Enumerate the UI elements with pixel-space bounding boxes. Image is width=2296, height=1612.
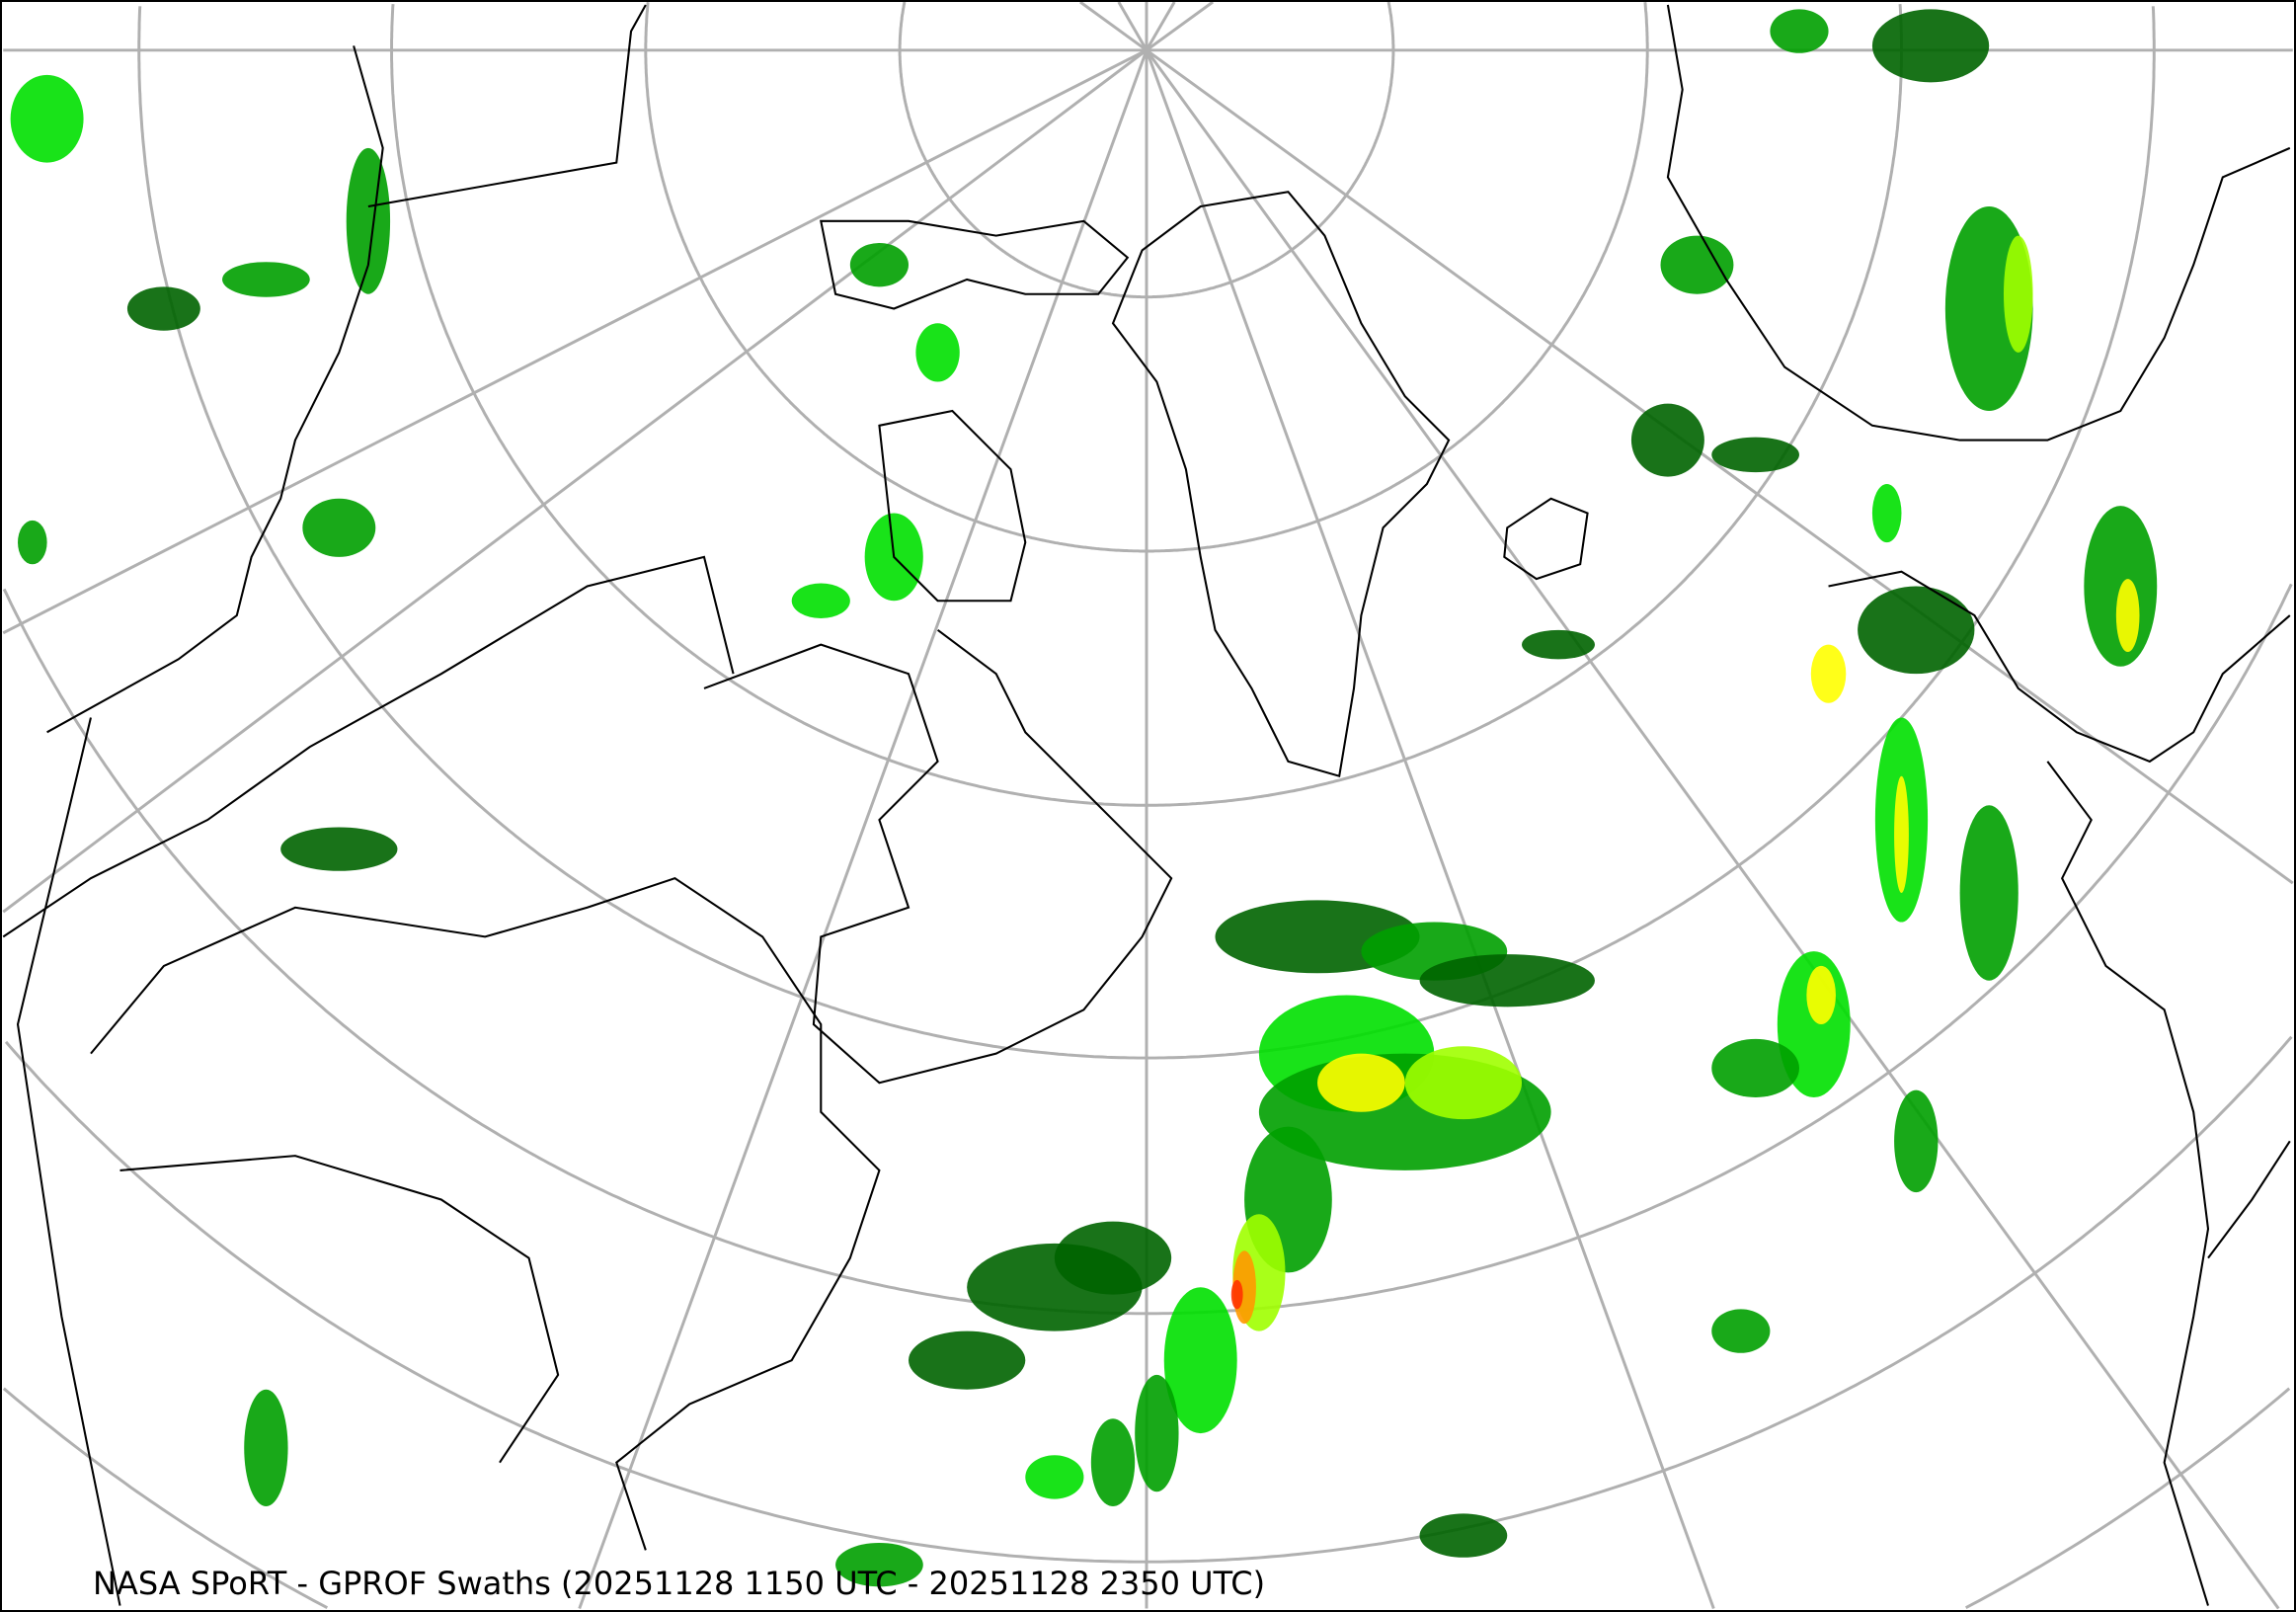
parallel-line: [1147, 2, 1649, 553]
coastline: [878, 409, 1027, 603]
parallel-line: [390, 3, 1148, 807]
coastline: [367, 4, 647, 208]
precip-swath: [1135, 1374, 1179, 1492]
meridian-line: [1146, 48, 2294, 885]
meridian-line: [1146, 2, 1215, 51]
precip-swath: [222, 262, 310, 297]
coastline: [46, 45, 384, 734]
precip-swath: [1871, 9, 1990, 83]
meridian-line: [1117, 2, 1148, 51]
coastline: [820, 219, 1130, 310]
parallel-line: [1147, 2, 1395, 299]
precip-swath: [1959, 805, 2019, 981]
parallel-line: [1147, 1035, 2293, 1564]
precip-swath: [835, 1542, 923, 1587]
coastline: [1111, 191, 1451, 778]
precip-swath: [1711, 1038, 1799, 1097]
parallel-line: [4, 1040, 1148, 1564]
precip-swath: [1025, 1455, 1084, 1499]
parallel-line: [644, 2, 1148, 553]
precip-swath: [1419, 1513, 1508, 1558]
precip-swath: [1630, 403, 1704, 477]
precip-swath: [1871, 483, 1902, 543]
meridian-line: [1145, 2, 1176, 51]
precip-swath: [1404, 1046, 1523, 1120]
precip-swath: [302, 498, 376, 557]
precip-swath: [1230, 1279, 1243, 1310]
precip-swath: [1711, 1309, 1771, 1353]
meridian-line: [1145, 49, 1715, 1610]
precip-swath: [1810, 644, 1847, 703]
precip-swath: [346, 147, 391, 294]
parallel-line: [898, 2, 1148, 299]
coastline: [16, 717, 121, 1606]
meridian-line: [1079, 2, 1148, 51]
precip-swath: [1317, 1053, 1405, 1112]
precip-swath: [1163, 1287, 1237, 1434]
precip-swath: [18, 520, 47, 565]
precip-swath: [244, 1389, 288, 1507]
coastline: [1503, 497, 1589, 581]
precip-swath: [2003, 235, 2033, 353]
parallel-line: [1147, 583, 2293, 1316]
meridian-line: [2, 48, 1148, 635]
coastlines-borders: [2, 4, 2291, 1606]
precip-swath: [1770, 9, 1829, 53]
coastline: [1828, 570, 2291, 764]
coastline: [2046, 761, 2210, 1606]
precip-swath: [1522, 629, 1595, 660]
precip-swath: [791, 583, 850, 618]
coastline: [90, 877, 881, 1551]
precip-swath: [909, 1330, 1026, 1390]
coastline: [1666, 4, 2291, 442]
precip-swath: [1660, 235, 1734, 294]
precip-swath: [1090, 1418, 1136, 1507]
coastline: [2207, 1140, 2291, 1259]
precip-swath: [915, 323, 960, 382]
figure-title: NASA SPoRT - GPROF Swaths (20251128 1150…: [93, 1565, 1266, 1602]
precip-swath: [1054, 1221, 1172, 1295]
precip-swath: [1894, 775, 1909, 893]
precip-swath: [1858, 586, 1975, 675]
precip-swath: [10, 74, 84, 163]
precip-swath: [280, 827, 398, 871]
coastline: [703, 628, 1173, 1085]
meridian-line: [578, 49, 1148, 1610]
parallel-line: [137, 6, 1148, 1060]
precip-swath: [2115, 579, 2140, 653]
precipitation-swaths: [10, 9, 2158, 1587]
precip-swath: [849, 242, 910, 287]
precip-swath: [1806, 965, 1836, 1025]
meridian-line: [1145, 48, 2280, 1610]
parallel-line: [1965, 1387, 2291, 1609]
precip-swath: [1711, 437, 1799, 473]
precip-swath: [1894, 1089, 1939, 1193]
precip-swath: [1419, 954, 1595, 1008]
meridian-line: [2, 48, 1148, 914]
parallel-line: [2, 588, 1148, 1316]
coastline: [119, 1155, 560, 1464]
parallel-line: [2, 1387, 329, 1609]
coastline: [2, 555, 735, 938]
precip-swath: [126, 286, 200, 331]
parallel-line: [1147, 3, 1903, 807]
